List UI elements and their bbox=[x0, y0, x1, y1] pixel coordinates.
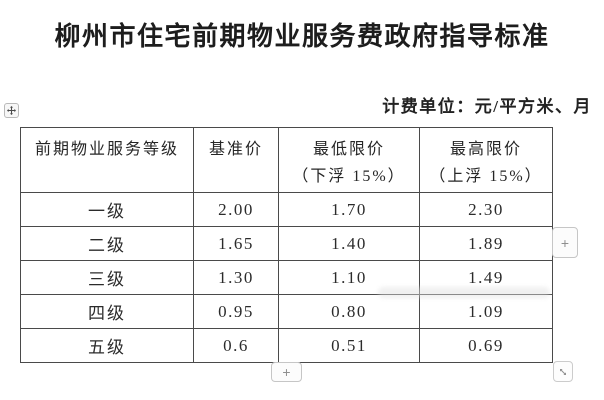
table-move-handle[interactable] bbox=[4, 103, 19, 118]
add-row-button[interactable]: + bbox=[271, 362, 302, 382]
move-icon bbox=[7, 106, 16, 115]
fee-table: 前期物业服务等级 基准价 最低限价 （下浮 15%） 最高限价 （上浮 15%）… bbox=[20, 127, 553, 363]
cell-level: 二级 bbox=[20, 226, 194, 261]
cell-max-price: 2.30 bbox=[419, 192, 553, 227]
cell-min-price: 1.70 bbox=[278, 192, 420, 227]
cell-max-price: 1.89 bbox=[419, 226, 553, 261]
cell-max-price: 1.49 bbox=[419, 260, 553, 295]
table-row: 五级 0.6 0.51 0.69 bbox=[20, 328, 553, 363]
cell-max-price: 1.09 bbox=[419, 294, 553, 329]
cell-max-price: 0.69 bbox=[419, 328, 553, 363]
col-header-base-price: 基准价 bbox=[193, 127, 279, 193]
resize-diagonal-icon bbox=[558, 367, 568, 377]
table-row: 四级 0.95 0.80 1.09 bbox=[20, 294, 553, 329]
col-header-min-price: 最低限价 （下浮 15%） bbox=[278, 127, 420, 193]
cell-base-price: 0.95 bbox=[193, 294, 279, 329]
header-row: 前期物业服务等级 基准价 最低限价 （下浮 15%） 最高限价 （上浮 15%） bbox=[20, 127, 553, 193]
cell-level: 一级 bbox=[20, 192, 194, 227]
page-title: 柳州市住宅前期物业服务费政府指导标准 bbox=[54, 22, 550, 51]
unit-note: 计费单位：元/平方米、月 bbox=[382, 97, 592, 116]
cell-level: 五级 bbox=[20, 328, 194, 363]
add-column-button[interactable]: + bbox=[552, 227, 578, 258]
table-row: 一级 2.00 1.70 2.30 bbox=[20, 192, 553, 227]
cell-base-price: 0.6 bbox=[193, 328, 279, 363]
cell-base-price: 2.00 bbox=[193, 192, 279, 227]
cell-base-price: 1.65 bbox=[193, 226, 279, 261]
cell-min-price: 0.51 bbox=[278, 328, 420, 363]
plus-icon: + bbox=[560, 234, 570, 251]
col-header-max-price: 最高限价 （上浮 15%） bbox=[419, 127, 553, 193]
cell-min-price: 1.10 bbox=[278, 260, 420, 295]
table-resize-handle[interactable] bbox=[553, 361, 573, 382]
table-row: 三级 1.30 1.10 1.49 bbox=[20, 260, 553, 295]
plus-icon: + bbox=[282, 364, 291, 380]
cell-min-price: 1.40 bbox=[278, 226, 420, 261]
table-row: 二级 1.65 1.40 1.89 bbox=[20, 226, 553, 261]
col-header-level: 前期物业服务等级 bbox=[20, 127, 194, 193]
cell-level: 四级 bbox=[20, 294, 194, 329]
cell-base-price: 1.30 bbox=[193, 260, 279, 295]
cell-level: 三级 bbox=[20, 260, 194, 295]
cell-min-price: 0.80 bbox=[278, 294, 420, 329]
